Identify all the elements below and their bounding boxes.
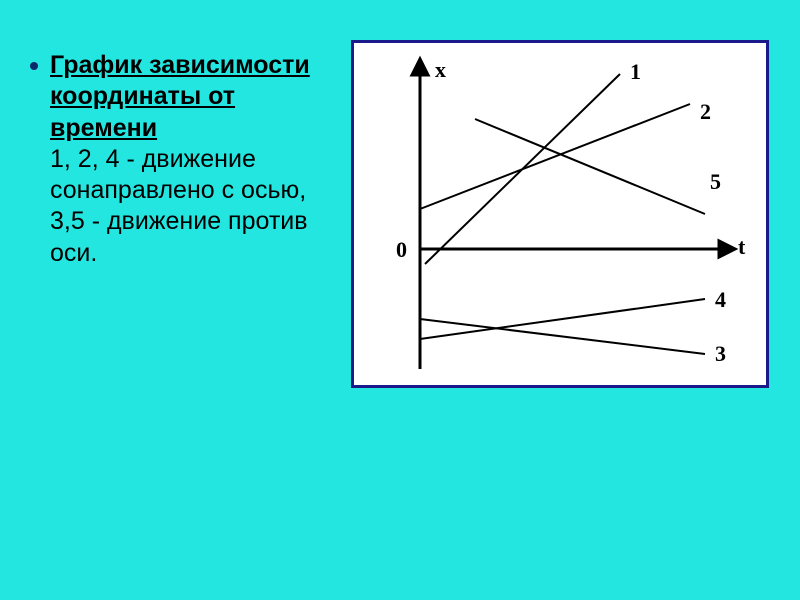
- slide-title: График зависимости координаты от времени: [50, 51, 310, 142]
- t-axis-label: t: [738, 234, 746, 259]
- x-axis-label: x: [435, 57, 446, 82]
- chart-line-label-3: 3: [715, 341, 726, 366]
- chart-svg: t x 0 1 2 3 4 5: [360, 49, 760, 379]
- chart-line-label-2: 2: [700, 99, 711, 124]
- chart-line-label-1: 1: [630, 59, 641, 84]
- chart-line-label-4: 4: [715, 287, 726, 312]
- text-block: График зависимости координаты от времени…: [50, 50, 330, 269]
- chart-line-label-5: 5: [710, 169, 721, 194]
- chart-column: t x 0 1 2 3 4 5: [350, 40, 770, 388]
- origin-label: 0: [396, 237, 407, 262]
- bullet-item: График зависимости координаты от времени…: [30, 50, 330, 269]
- text-column: График зависимости координаты от времени…: [30, 40, 330, 269]
- body-line-2: 3,5 - движение против оси.: [50, 207, 308, 266]
- slide: График зависимости координаты от времени…: [0, 0, 800, 600]
- body-line-1: 1, 2, 4 - движение сонаправлено с осью,: [50, 145, 306, 204]
- chart-frame: t x 0 1 2 3 4 5: [351, 40, 769, 388]
- bullet-dot-icon: [30, 62, 38, 70]
